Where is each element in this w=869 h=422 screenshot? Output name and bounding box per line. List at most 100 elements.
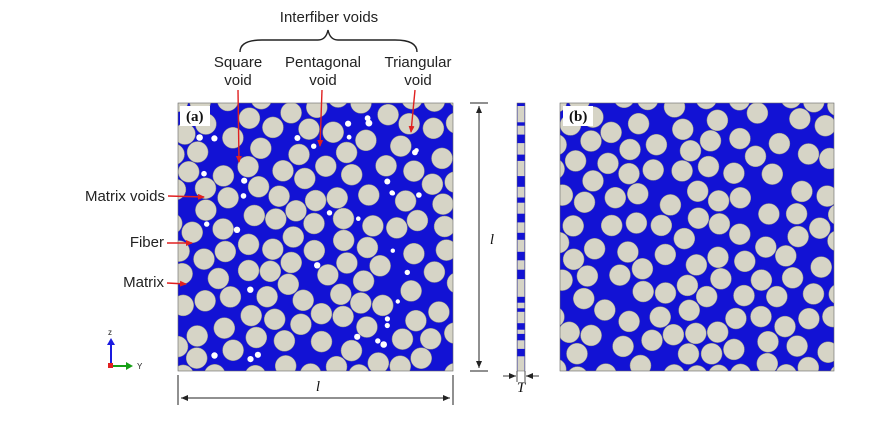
slice-fiber-band xyxy=(517,125,525,135)
panel-a-fiber xyxy=(405,309,427,332)
panel-b-fiber xyxy=(560,359,567,371)
panel-a-fiber xyxy=(423,261,446,283)
panel-b-fiber xyxy=(803,103,825,113)
panel-b-fiber xyxy=(566,342,588,365)
panel-a-fiber xyxy=(245,364,266,371)
panel-b-fiber xyxy=(723,338,745,361)
panel-a-fiber xyxy=(444,363,453,371)
panel-a-fiber xyxy=(356,316,378,338)
panel-b-fiber xyxy=(600,214,623,237)
panel-b-fiber xyxy=(822,305,834,328)
panel-a-fiber xyxy=(332,229,355,252)
panel-b-fiber xyxy=(631,258,654,280)
panel-b-fiber xyxy=(710,268,732,290)
triangular-void-arrow xyxy=(408,89,416,133)
panel-b-fiber xyxy=(677,343,700,365)
panel-a-fiber xyxy=(237,233,260,256)
pentagonal-void-label-line1: Pentagonal xyxy=(285,54,361,71)
matrix-void xyxy=(412,149,418,156)
panel-b-fiber xyxy=(707,190,730,212)
panel-a-fiber xyxy=(432,193,453,215)
panel-a: (a) xyxy=(177,102,454,372)
panel-b-fiber xyxy=(706,321,729,343)
panel-a-fiber xyxy=(377,103,399,126)
panel-a-fiber xyxy=(449,103,453,107)
panel-a-fiber xyxy=(332,305,354,328)
panel-b-fiber xyxy=(560,308,565,326)
matrix-void xyxy=(345,120,352,127)
panel-b-fiber xyxy=(761,163,784,185)
panel-b-border xyxy=(559,102,835,372)
matrix-void xyxy=(384,316,390,322)
matrix-voids-label: Matrix voids xyxy=(85,188,165,205)
panel-b-fiber xyxy=(809,217,831,239)
panel-a-fiber xyxy=(237,155,259,178)
z-axis-label: z xyxy=(108,328,112,337)
panel-b-fiber xyxy=(560,321,580,344)
panel-b-fiber xyxy=(645,133,668,156)
panel-a-fiber xyxy=(214,240,237,263)
panel-a-fiber xyxy=(247,176,270,198)
panel-a-fiber xyxy=(390,135,412,157)
panel-a-fiber xyxy=(186,141,209,163)
matrix-void xyxy=(356,216,361,221)
matrix-void xyxy=(346,134,352,140)
slice-matrix xyxy=(517,103,525,371)
panel-b-fiber xyxy=(827,103,834,116)
panel-b-fiber xyxy=(707,246,729,269)
panel-a-fiber xyxy=(391,328,414,350)
panel-b-fiber xyxy=(789,108,811,130)
panel-b-fiber xyxy=(802,283,825,305)
thickness-slice xyxy=(516,102,526,372)
interfiber-brace xyxy=(239,29,418,53)
panel-b-fiber xyxy=(798,307,820,330)
panel-a-fiber xyxy=(263,308,286,331)
panel-a-fiber xyxy=(213,317,236,339)
panel-b-fiber xyxy=(744,145,767,168)
panel-a-fiber xyxy=(222,339,244,361)
matrix-void xyxy=(384,322,390,329)
panel-a-fiber xyxy=(329,103,348,108)
panel-b-fiber xyxy=(797,356,820,371)
panel-b-fiber xyxy=(687,207,710,229)
thickness-label: T xyxy=(517,380,527,396)
panel-a-fiber xyxy=(195,199,217,221)
panel-b-fiber xyxy=(664,364,685,371)
panel-a-fiber xyxy=(273,330,296,352)
matrix-void xyxy=(384,178,391,185)
panel-a-fiber xyxy=(369,255,391,277)
panel-a-fiber xyxy=(326,187,348,209)
panel-b-fiber xyxy=(827,230,834,251)
panel-b: (b) xyxy=(559,102,835,372)
matrix-void xyxy=(354,333,361,340)
panel-b-fiber xyxy=(730,363,751,371)
panel-a-fiber xyxy=(421,173,444,195)
panel-b-fiber xyxy=(560,231,570,254)
matrix-void xyxy=(211,352,218,359)
panel-b-fiber xyxy=(576,265,599,287)
panel-b-fiber xyxy=(686,180,709,202)
panel-a-fiber xyxy=(212,165,235,187)
panel-a-label-box xyxy=(180,106,210,126)
panel-a-fiber xyxy=(178,214,183,233)
panel-b-fiber xyxy=(618,162,640,185)
matrix-void xyxy=(314,262,321,269)
slice-fiber-band xyxy=(517,260,525,270)
panel-b-fiber xyxy=(564,150,587,172)
square-void-label-line1: Square xyxy=(214,54,262,71)
axis-origin xyxy=(108,363,113,368)
panel-b-fiber xyxy=(678,299,700,322)
panel-a-fiber xyxy=(303,239,326,262)
panel-a-fiber xyxy=(219,286,242,308)
panel-b-fiber xyxy=(729,127,751,150)
panel-b-fiber xyxy=(649,306,671,328)
panel-a-fiber xyxy=(251,103,272,110)
panel-b-fiber xyxy=(654,243,677,266)
panel-a-fiber xyxy=(375,155,397,177)
panel-b-fiber xyxy=(627,112,650,135)
panel-b-fiber xyxy=(662,323,685,346)
pentagonal-void-arrow xyxy=(317,89,324,147)
panel-a-fiber xyxy=(444,322,453,344)
panel-b-fiber xyxy=(676,274,699,297)
